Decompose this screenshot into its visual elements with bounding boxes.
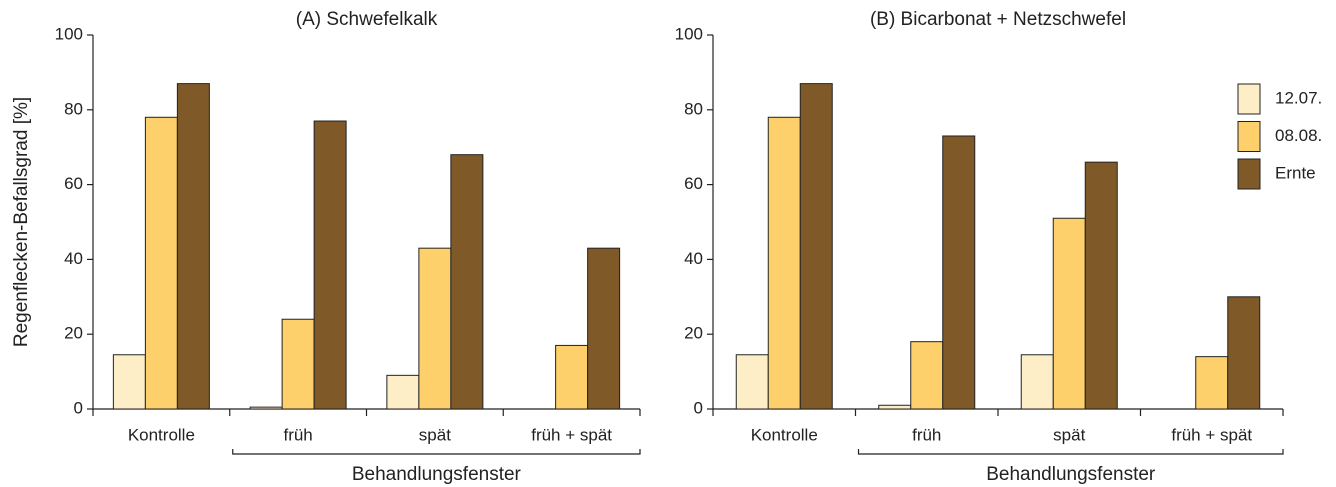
y-tick-label: 0	[74, 398, 83, 417]
y-axis-label: Regenflecken-Befallsgrad [%]	[11, 97, 32, 347]
x-tick-label: spät	[419, 425, 451, 444]
legend-swatch	[1237, 83, 1261, 115]
bar	[1227, 296, 1261, 410]
x-tick-label: Kontrolle	[128, 425, 195, 444]
bar	[281, 318, 315, 410]
bar	[1195, 356, 1229, 410]
y-tick-label: 80	[64, 99, 83, 118]
y-tick-label: 100	[55, 24, 83, 43]
y-tick-label: 60	[684, 174, 703, 193]
y-tick-label: 100	[675, 24, 703, 43]
legend-label: Ernte	[1275, 163, 1316, 182]
y-tick-label: 20	[684, 324, 703, 343]
bar	[1052, 217, 1086, 410]
bracket	[232, 449, 641, 455]
x-tick-label: früh	[283, 425, 312, 444]
bracket	[857, 449, 1284, 455]
bar	[587, 247, 621, 410]
bar	[942, 135, 976, 410]
bar	[767, 116, 801, 410]
y-tick-label: 40	[64, 249, 83, 268]
bar	[176, 83, 210, 410]
x-tick-label: spät	[1053, 425, 1085, 444]
bar	[144, 116, 178, 410]
legend-swatch	[1237, 121, 1261, 152]
x-tick-label: früh + spät	[1171, 425, 1252, 444]
bar	[450, 154, 484, 410]
chart-title: (B) Bicarbonat + Netzschwefel	[870, 9, 1126, 30]
x-tick-label: früh	[912, 425, 941, 444]
x-axis-label: Behandlungsfenster	[986, 464, 1156, 485]
bar	[1084, 161, 1118, 410]
bar	[878, 404, 912, 410]
x-axis-label: Behandlungsfenster	[352, 464, 522, 485]
y-tick-label: 60	[64, 174, 83, 193]
bar	[313, 120, 347, 410]
bar	[112, 354, 146, 410]
bar	[799, 83, 833, 410]
bar	[249, 406, 283, 410]
bar	[555, 344, 589, 410]
y-tick-label: 20	[64, 324, 83, 343]
x-tick-label: früh + spät	[531, 425, 612, 444]
bar	[735, 354, 769, 410]
legend-label: 12.07.	[1275, 88, 1322, 107]
bar	[418, 247, 452, 410]
legend-swatch	[1237, 158, 1261, 190]
bar	[1020, 354, 1054, 410]
bar	[910, 341, 944, 410]
x-tick-label: Kontrolle	[751, 425, 818, 444]
chart-title: (A) Schwefelkalk	[296, 9, 438, 30]
bar	[386, 374, 420, 410]
y-tick-label: 80	[684, 99, 703, 118]
y-tick-label: 40	[684, 249, 703, 268]
y-tick-label: 0	[694, 398, 703, 417]
legend-label: 08.08.	[1275, 126, 1322, 145]
